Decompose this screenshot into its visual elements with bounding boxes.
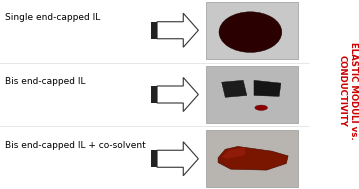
Ellipse shape (219, 12, 282, 52)
Text: Single end-capped IL: Single end-capped IL (5, 12, 101, 22)
Polygon shape (218, 146, 288, 170)
Polygon shape (157, 13, 198, 47)
Polygon shape (157, 142, 198, 176)
Bar (206, 130, 298, 187)
Polygon shape (157, 77, 198, 112)
Polygon shape (222, 80, 247, 97)
Ellipse shape (255, 105, 267, 110)
Bar (206, 2, 298, 59)
Text: Bis end-capped IL: Bis end-capped IL (5, 77, 86, 86)
Bar (150, 150, 157, 167)
Polygon shape (222, 147, 245, 159)
Text: ELASTIC MODULI vs.
CONDUCTIVITY: ELASTIC MODULI vs. CONDUCTIVITY (337, 42, 358, 140)
Bar (206, 66, 298, 123)
Polygon shape (254, 80, 281, 96)
Text: Bis end-capped IL + co-solvent: Bis end-capped IL + co-solvent (5, 141, 146, 150)
Bar (150, 22, 157, 39)
Bar (150, 86, 157, 103)
